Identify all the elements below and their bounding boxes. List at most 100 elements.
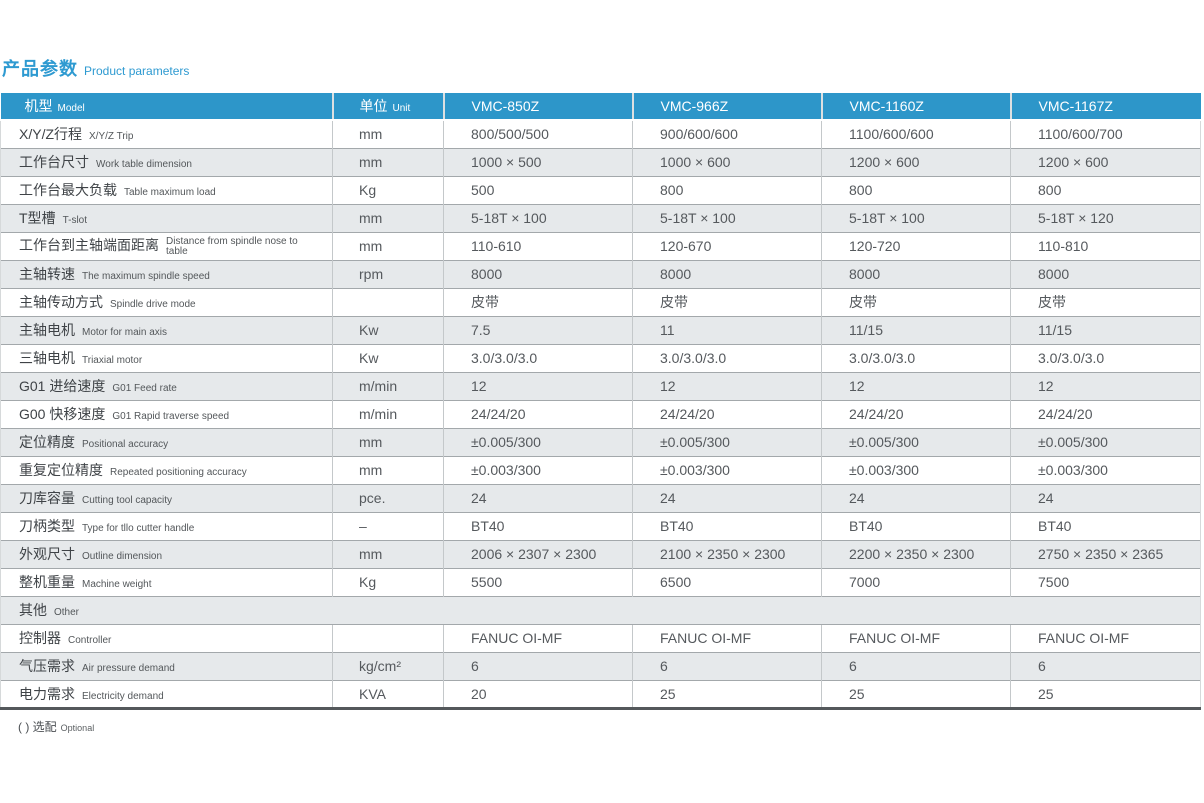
spec-row: 气压需求 Air pressure demand kg/cm² 6 6 6 6 bbox=[0, 651, 1201, 680]
spec-label-zh: 整机重量 bbox=[19, 574, 75, 590]
spec-value-cell: BT40 bbox=[1010, 511, 1201, 540]
spec-label-cell: T型槽 T-slot bbox=[0, 203, 333, 232]
spec-label-en: T-slot bbox=[62, 215, 88, 226]
spec-row: 外观尺寸 Outline dimension mm 2006 × 2307 × 230… bbox=[0, 539, 1201, 568]
spec-value-cell: 皮带 bbox=[1010, 287, 1201, 316]
footer-note-en: Optional bbox=[60, 722, 95, 733]
spec-row: 整机重量 Machine weight Kg 5500 6500 7000 7500 bbox=[0, 567, 1201, 596]
spec-label-cell: G00 快移速度 G01 Rapid traverse speed bbox=[0, 399, 333, 428]
spec-value-cell: 7.5 bbox=[443, 315, 633, 344]
spec-label-zh: G00 快移速度 bbox=[19, 406, 106, 422]
spec-row: 控制器 Controller FANUC OI-MF FANUC OI-MF FANUC… bbox=[0, 623, 1201, 652]
spec-row: 刀柄类型 Type for tllo cutter handle – BT40 BT40… bbox=[0, 511, 1201, 540]
spec-label-cell: G01 进给速度 G01 Feed rate bbox=[0, 371, 333, 400]
spec-value-cell: 110-810 bbox=[1010, 231, 1201, 260]
spec-label-zh: 主轴传动方式 bbox=[19, 294, 103, 310]
spec-label-en: Table maximum load bbox=[124, 187, 216, 198]
spec-value-cell: 1100/600/600 bbox=[821, 119, 1011, 148]
spec-unit-cell: Kg bbox=[332, 567, 444, 596]
spec-unit-cell: m/min bbox=[332, 399, 444, 428]
spec-value-cell: 5-18T × 120 bbox=[1010, 203, 1201, 232]
spec-label-cell: 电力需求 Electricity demand bbox=[0, 679, 333, 708]
spec-unit-cell: mm bbox=[332, 455, 444, 484]
spec-label-zh: 工作台尺寸 bbox=[19, 154, 89, 170]
spec-label-cell: 刀柄类型 Type for tllo cutter handle bbox=[0, 511, 333, 540]
header-model-zh: 机型 bbox=[24, 98, 53, 114]
spec-label-en: The maximum spindle speed bbox=[82, 271, 210, 282]
spec-label-en: Machine weight bbox=[82, 579, 152, 590]
spec-label-cell: 主轴电机 Motor for main axis bbox=[0, 315, 333, 344]
spec-value-cell: 120-720 bbox=[821, 231, 1011, 260]
spec-row: 主轴转速 The maximum spindle speed rpm 8000 8000… bbox=[0, 259, 1201, 288]
spec-value-cell: 1200 × 600 bbox=[1010, 147, 1201, 176]
spec-row: 主轴电机 Motor for main axis Kw 7.5 11 11/15 11/15 bbox=[0, 315, 1201, 344]
spec-label-zh: 外观尺寸 bbox=[19, 546, 75, 562]
spec-value-cell: 5-18T × 100 bbox=[632, 203, 822, 232]
spec-label-en: Cutting tool capacity bbox=[82, 495, 173, 506]
spec-unit-cell: rpm bbox=[332, 259, 444, 288]
spec-label-en: Controller bbox=[68, 635, 112, 646]
spec-value-cell: 1200 × 600 bbox=[821, 147, 1011, 176]
spec-label-cell: 定位精度 Positional accuracy bbox=[0, 427, 333, 456]
spec-value-cell: 24/24/20 bbox=[1010, 399, 1201, 428]
spec-value-cell: 24 bbox=[821, 483, 1011, 512]
spec-value-cell: 20 bbox=[443, 679, 633, 708]
spec-value-cell: 25 bbox=[1010, 679, 1201, 708]
header-model-vmc966z: VMC-966Z bbox=[631, 93, 822, 121]
spec-value-cell: 800 bbox=[1010, 175, 1201, 204]
spec-label-en: Repeated positioning accuracy bbox=[110, 467, 247, 478]
header-model-en: Model bbox=[57, 103, 85, 114]
spec-row: 三轴电机 Triaxial motor Kw 3.0/3.0/3.0 3.0/3.0/3… bbox=[0, 343, 1201, 372]
spec-row: 重复定位精度 Repeated positioning accuracy mm ±0.… bbox=[0, 455, 1201, 484]
header-unit-zh: 单位 bbox=[359, 98, 388, 114]
spec-label-zh: T型槽 bbox=[19, 210, 56, 226]
spec-value-cell: ±0.003/300 bbox=[443, 455, 633, 484]
spec-value-cell: 1000 × 600 bbox=[632, 147, 822, 176]
spec-value-cell: 1100/600/700 bbox=[1010, 119, 1201, 148]
spec-value-cell: 皮带 bbox=[821, 287, 1011, 316]
spec-label-zh: 控制器 bbox=[19, 630, 61, 646]
spec-unit-cell bbox=[332, 623, 444, 652]
spec-value-cell: 5500 bbox=[443, 567, 633, 596]
spec-row: X/Y/Z行程 X/Y/Z Trip mm 800/500/500 900/600/60… bbox=[0, 119, 1201, 148]
footer-note: ( ) 选配 Optional bbox=[18, 718, 1204, 736]
spec-label-zh: 主轴转速 bbox=[19, 266, 75, 282]
spec-label-zh: 工作台到主轴端面距离 bbox=[19, 237, 159, 254]
spec-row: 工作台到主轴端面距离 Distance from spindle nose to … bbox=[0, 231, 1201, 260]
spec-value-cell: 24 bbox=[1010, 483, 1201, 512]
spec-label-zh: 刀库容量 bbox=[19, 490, 75, 506]
spec-value-cell: 12 bbox=[1010, 371, 1201, 400]
spec-value-cell: ±0.005/300 bbox=[443, 427, 633, 456]
footer-note-zh: ( ) 选配 bbox=[18, 719, 57, 734]
spec-unit-cell: – bbox=[332, 511, 444, 540]
spec-value-cell: FANUC OI-MF bbox=[821, 623, 1011, 652]
spec-unit-cell: KVA bbox=[332, 679, 444, 708]
spec-row: 工作台最大负载 Table maximum load Kg 500 800 800 800 bbox=[0, 175, 1201, 204]
spec-unit-cell: kg/cm² bbox=[332, 651, 444, 680]
spec-label-zh: 其他 bbox=[19, 602, 47, 618]
spec-label-en: G01 Rapid traverse speed bbox=[112, 411, 230, 422]
spec-row: 主轴传动方式 Spindle drive mode 皮带 皮带 皮带 皮带 bbox=[0, 287, 1201, 316]
page-title-en: Product parameters bbox=[84, 64, 190, 78]
spec-row: 刀库容量 Cutting tool capacity pce. 24 24 24 24 bbox=[0, 483, 1201, 512]
header-model-vmc1167z: VMC-1167Z bbox=[1009, 93, 1201, 121]
spec-value-cell: 11/15 bbox=[1010, 315, 1201, 344]
spec-value-cell: 2200 × 2350 × 2300 bbox=[821, 539, 1011, 568]
spec-row: 定位精度 Positional accuracy mm ±0.005/300 ±0.00… bbox=[0, 427, 1201, 456]
spec-value-cell: 120-670 bbox=[632, 231, 822, 260]
spec-label-en: X/Y/Z Trip bbox=[89, 131, 134, 143]
spec-unit-cell: m/min bbox=[332, 371, 444, 400]
spec-label-zh: 刀柄类型 bbox=[19, 518, 75, 534]
header-unit-en: Unit bbox=[392, 103, 411, 114]
spec-value-cell: 2100 × 2350 × 2300 bbox=[632, 539, 822, 568]
spec-value-cell: 3.0/3.0/3.0 bbox=[443, 343, 633, 372]
spec-unit-cell: Kw bbox=[332, 315, 444, 344]
spec-value-cell: 3.0/3.0/3.0 bbox=[821, 343, 1011, 372]
spec-unit-cell: Kg bbox=[332, 175, 444, 204]
section-row: 其他 Other bbox=[0, 595, 1201, 624]
spec-value-cell: 24 bbox=[443, 483, 633, 512]
spec-label-en: Air pressure demand bbox=[82, 663, 175, 674]
spec-value-cell: FANUC OI-MF bbox=[1010, 623, 1201, 652]
spec-unit-cell: mm bbox=[332, 539, 444, 568]
spec-value-cell: 24/24/20 bbox=[821, 399, 1011, 428]
